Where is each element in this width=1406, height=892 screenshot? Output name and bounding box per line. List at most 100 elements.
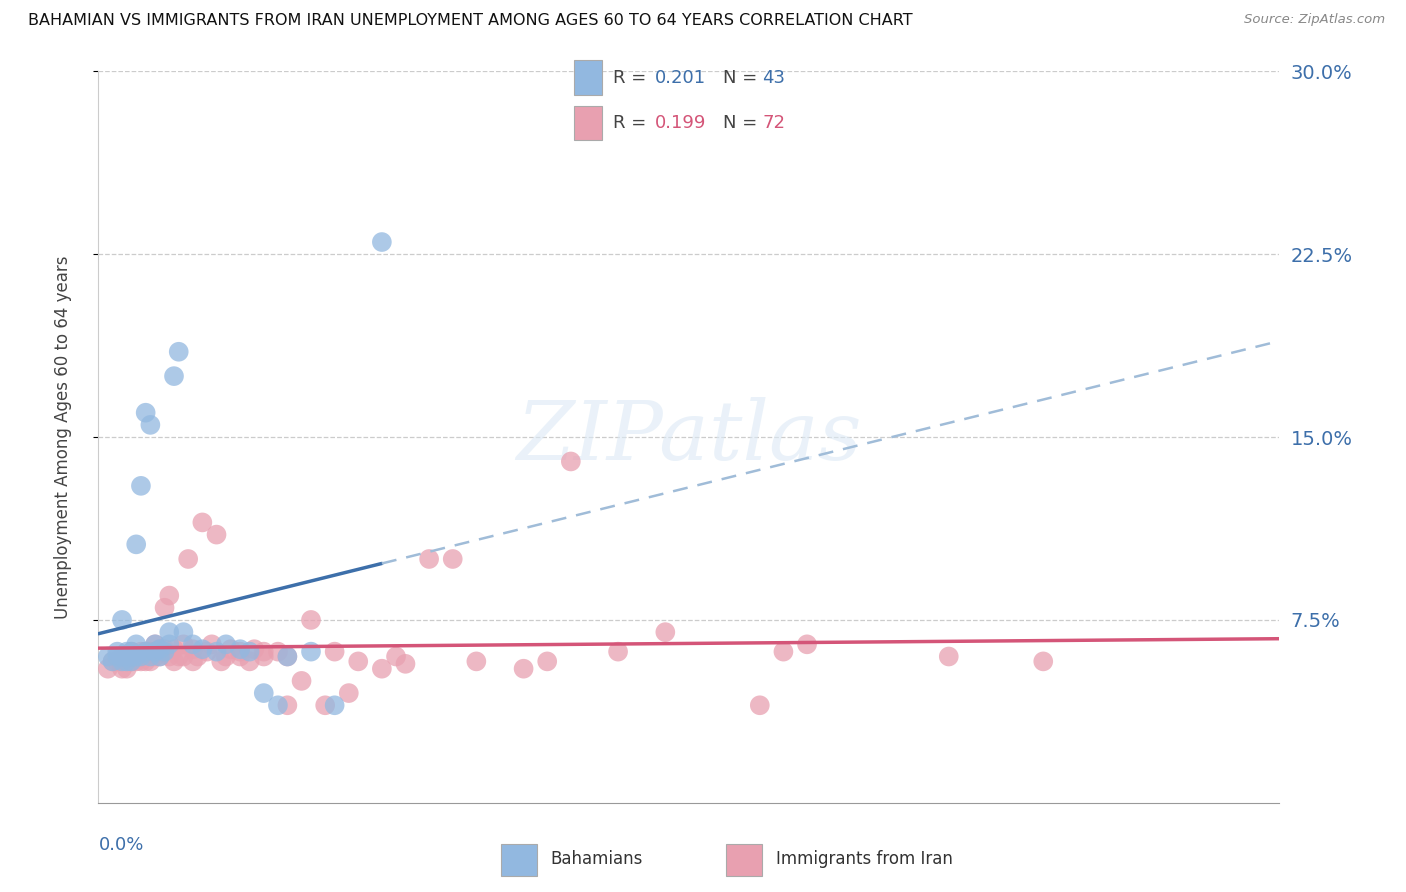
- Text: Bahamians: Bahamians: [551, 849, 643, 868]
- Point: [229, 645, 252, 659]
- Text: 43: 43: [762, 69, 785, 87]
- Point: [111, 662, 134, 676]
- Text: Immigrants from Iran: Immigrants from Iran: [776, 849, 952, 868]
- Point: [157, 649, 180, 664]
- Point: [149, 642, 172, 657]
- Point: [153, 600, 176, 615]
- Point: [101, 654, 124, 668]
- Point: [323, 645, 346, 659]
- Point: [253, 645, 276, 659]
- Point: [167, 344, 190, 359]
- Point: [143, 649, 166, 664]
- Point: [163, 369, 186, 384]
- Point: [385, 649, 408, 664]
- Point: [153, 642, 176, 657]
- Point: [239, 645, 262, 659]
- Point: [163, 654, 186, 668]
- Point: [135, 406, 157, 420]
- Point: [149, 642, 172, 657]
- Point: [125, 637, 148, 651]
- Point: [157, 637, 180, 651]
- Point: [125, 537, 148, 551]
- Point: [125, 649, 148, 664]
- Point: [105, 649, 128, 664]
- Point: [607, 645, 630, 659]
- Point: [143, 645, 166, 659]
- Point: [172, 637, 194, 651]
- Text: 0.201: 0.201: [655, 69, 706, 87]
- Point: [139, 649, 162, 664]
- Point: [129, 654, 152, 668]
- Point: [229, 649, 252, 664]
- Point: [512, 662, 534, 676]
- Point: [177, 552, 200, 566]
- Point: [253, 649, 276, 664]
- Point: [276, 649, 298, 664]
- Point: [239, 654, 262, 668]
- Point: [135, 645, 157, 659]
- Point: [536, 654, 558, 668]
- FancyBboxPatch shape: [725, 844, 762, 876]
- Point: [267, 698, 290, 713]
- Point: [143, 637, 166, 651]
- Point: [267, 645, 290, 659]
- Point: [290, 673, 312, 688]
- FancyBboxPatch shape: [501, 844, 537, 876]
- Point: [187, 649, 209, 664]
- Point: [253, 686, 276, 700]
- Text: R =: R =: [613, 69, 652, 87]
- Text: N =: N =: [723, 69, 762, 87]
- Text: 0.0%: 0.0%: [98, 836, 143, 854]
- Point: [111, 649, 134, 664]
- Point: [115, 662, 138, 676]
- Point: [1032, 654, 1054, 668]
- Point: [215, 649, 238, 664]
- Point: [157, 625, 180, 640]
- FancyBboxPatch shape: [574, 105, 602, 140]
- Point: [191, 642, 214, 657]
- Point: [243, 642, 266, 657]
- Point: [205, 527, 228, 541]
- Point: [772, 645, 794, 659]
- Point: [418, 552, 440, 566]
- Text: ZIPatlas: ZIPatlas: [516, 397, 862, 477]
- Point: [276, 698, 298, 713]
- Point: [181, 637, 204, 651]
- Point: [560, 454, 582, 468]
- Point: [276, 649, 298, 664]
- Point: [938, 649, 960, 664]
- Point: [121, 645, 143, 659]
- Point: [111, 613, 134, 627]
- Point: [172, 649, 194, 664]
- Point: [229, 642, 252, 657]
- Point: [394, 657, 416, 671]
- Point: [215, 637, 238, 651]
- Point: [181, 642, 204, 657]
- Point: [101, 654, 124, 668]
- Point: [153, 645, 176, 659]
- Text: BAHAMIAN VS IMMIGRANTS FROM IRAN UNEMPLOYMENT AMONG AGES 60 TO 64 YEARS CORRELAT: BAHAMIAN VS IMMIGRANTS FROM IRAN UNEMPLO…: [28, 13, 912, 29]
- Point: [115, 645, 138, 659]
- Text: R =: R =: [613, 114, 652, 132]
- Point: [167, 649, 190, 664]
- Point: [121, 654, 143, 668]
- Point: [314, 698, 336, 713]
- Point: [172, 625, 194, 640]
- Point: [97, 662, 120, 676]
- Point: [115, 654, 138, 668]
- Point: [121, 654, 143, 668]
- Point: [105, 654, 128, 668]
- Point: [121, 649, 143, 664]
- Point: [796, 637, 818, 651]
- Text: 0.199: 0.199: [655, 114, 707, 132]
- Point: [135, 645, 157, 659]
- Point: [149, 649, 172, 664]
- Point: [105, 645, 128, 659]
- FancyBboxPatch shape: [574, 61, 602, 95]
- Point: [139, 645, 162, 659]
- Point: [465, 654, 488, 668]
- Point: [323, 698, 346, 713]
- Point: [125, 654, 148, 668]
- Point: [654, 625, 676, 640]
- Point: [157, 589, 180, 603]
